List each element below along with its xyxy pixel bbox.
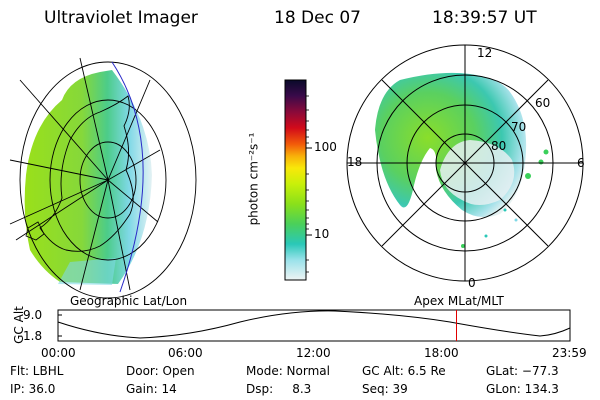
polar-plot (346, 44, 584, 282)
filter-text: Flt: LBHL (10, 364, 64, 378)
alt-xtick-1800: 18:00 (424, 346, 459, 360)
instrument-title: Ultraviolet Imager (44, 8, 198, 28)
colorbar (284, 79, 312, 281)
date-label: 18 Dec 07 (274, 8, 361, 28)
alt-xtick-2359: 23:59 (552, 346, 587, 360)
glon-text: GLon: 134.3 (486, 382, 559, 396)
colorbar-tick-100: 100 (314, 140, 337, 154)
gc-alt-text: GC Alt: 6.5 Re (362, 364, 446, 378)
ip-text: IP: 36.0 (10, 382, 56, 396)
mlt-label-18: 18 (347, 155, 363, 169)
colorbar-label: photon cm⁻²s⁻¹ (246, 132, 261, 226)
gain-text: Gain: 14 (126, 382, 177, 396)
alt-xtick-1200: 12:00 (296, 346, 331, 360)
seq-text: Seq: 39 (362, 382, 408, 396)
lat-label-80: 80 (491, 139, 507, 153)
mlt-label-6: 6 (577, 156, 585, 170)
time-label: 18:39:57 UT (432, 8, 537, 28)
geographic-image (9, 57, 197, 299)
alt-ytick-9: 9.0 (23, 308, 43, 322)
mlt-label-12: 12 (477, 46, 493, 60)
alt-xtick-0600: 06:00 (168, 346, 203, 360)
altitude-plot (57, 309, 571, 342)
alt-ytick-1-8: 1.8 (23, 329, 43, 343)
dsp-text: Dsp: 8.3 (246, 382, 312, 396)
apex-label: Apex MLat/MLT (414, 294, 504, 308)
alt-xtick-0000: 00:00 (41, 346, 76, 360)
mode-text: Mode: Normal (246, 364, 330, 378)
current-time-marker (456, 310, 458, 341)
mlt-label-0: 0 (468, 276, 476, 290)
door-text: Door: Open (126, 364, 195, 378)
lat-label-70: 70 (511, 120, 527, 134)
lat-label-60: 60 (535, 96, 551, 110)
colorbar-tick-10: 10 (314, 227, 330, 241)
geographic-label: Geographic Lat/Lon (70, 294, 188, 308)
glat-text: GLat: −77.3 (486, 364, 559, 378)
